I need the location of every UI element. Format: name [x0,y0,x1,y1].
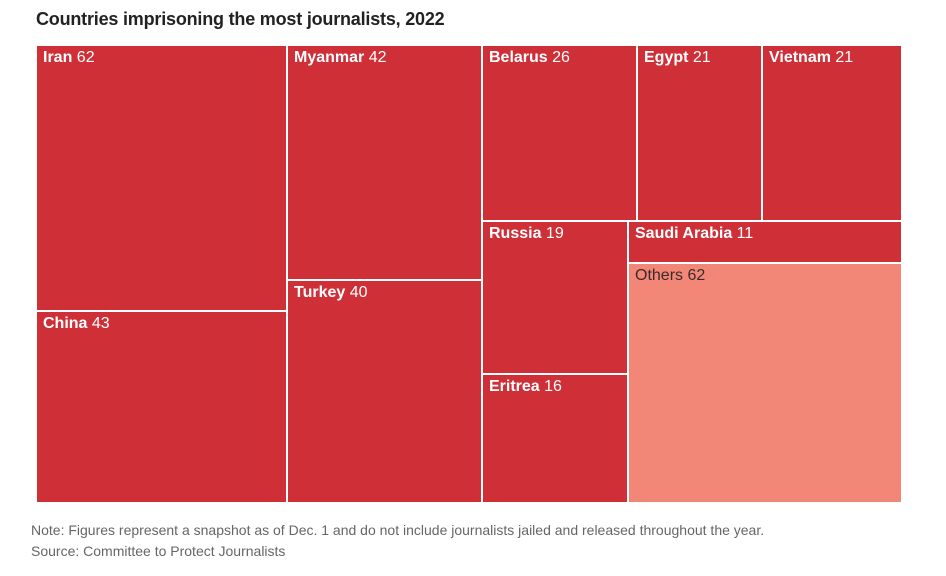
treemap-label-value: 11 [736,225,754,242]
chart-source: Source: Committee to Protect Journalists [31,543,286,559]
treemap-cell-vietnam: Vietnam 21 [762,45,902,221]
treemap-label-others: Others 62 [635,267,705,285]
treemap-label-name: Others [635,267,684,284]
treemap-label-russia: Russia 19 [489,225,564,243]
treemap-cell-china: China 43 [36,311,287,503]
treemap-cell-myanmar: Myanmar 42 [287,45,482,280]
chart-title: Countries imprisoning the most journalis… [36,9,445,29]
treemap-label-china: China 43 [43,315,110,333]
treemap-label-name: Myanmar [294,49,365,66]
treemap-label-belarus: Belarus 26 [489,49,570,67]
treemap-cell-belarus: Belarus 26 [482,45,637,221]
treemap-label-turkey: Turkey 40 [294,284,368,302]
treemap-cell-eritrea: Eritrea 16 [482,374,628,503]
treemap-label-name: Egypt [644,49,689,66]
treemap-chart: Iran 62 China 43 Myanmar 42 Turkey 40 Belaru… [36,45,902,503]
treemap-label-value: 21 [835,49,854,66]
treemap-cell-egypt: Egypt 21 [637,45,762,221]
treemap-label-name: Iran [43,49,73,66]
treemap-label-saudi-arabia: Saudi Arabia 11 [635,225,753,243]
treemap-cell-others: Others 62 [628,263,902,503]
treemap-label-name: Saudi Arabia [635,225,733,242]
treemap-label-value: 16 [544,378,562,395]
treemap-label-value: 21 [692,49,711,66]
treemap-cell-russia: Russia 19 [482,221,628,374]
treemap-label-name: Russia [489,225,542,242]
treemap-label-value: 26 [552,49,570,66]
treemap-label-value: 42 [368,49,387,66]
chart-note: Note: Figures represent a snapshot as of… [31,522,765,538]
treemap-label-name: Vietnam [769,49,831,66]
treemap-label-myanmar: Myanmar 42 [294,49,387,67]
treemap-label-value: 62 [687,267,706,284]
treemap-cell-iran: Iran 62 [36,45,287,311]
treemap-label-name: China [43,315,88,332]
treemap-label-value: 43 [91,315,110,332]
treemap-label-vietnam: Vietnam 21 [769,49,853,67]
treemap-label-value: 62 [76,49,95,66]
treemap-label-eritrea: Eritrea 16 [489,378,562,396]
treemap-label-name: Belarus [489,49,548,66]
treemap-label-iran: Iran 62 [43,49,95,67]
treemap-label-name: Eritrea [489,378,540,395]
treemap-label-name: Turkey [294,284,346,301]
treemap-cell-saudi-arabia: Saudi Arabia 11 [628,221,902,263]
treemap-label-egypt: Egypt 21 [644,49,711,67]
treemap-cell-turkey: Turkey 40 [287,280,482,503]
treemap-label-value: 40 [349,284,368,301]
treemap-label-value: 19 [545,225,564,242]
